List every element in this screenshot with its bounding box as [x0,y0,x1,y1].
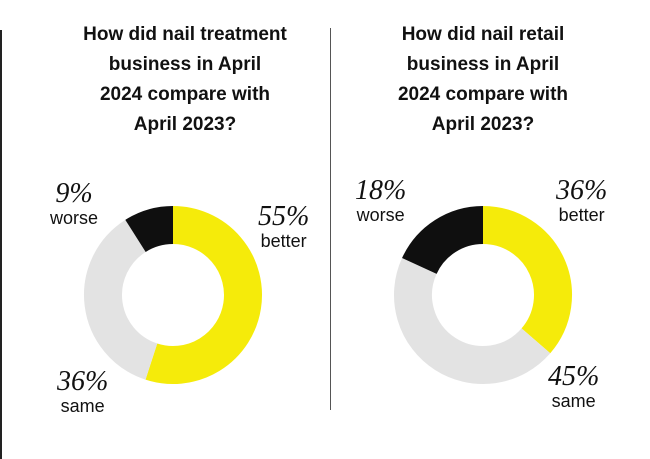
label-retail-same: 45% same [548,361,600,411]
center-divider [330,28,331,410]
label-retail-worse: 18% worse [355,175,407,225]
slice-treatment-same [84,219,158,380]
label-retail-better: 36% better [556,175,608,225]
slice-treatment-worse [125,206,174,253]
label-treatment-same: 36% same [57,366,109,416]
slice-retail-worse [402,206,484,275]
left-edge-line [0,30,2,459]
slice-treatment-better [145,206,262,384]
label-treatment-better: 55% better [258,201,310,251]
slice-retail-same [394,258,551,384]
slice-retail-better [482,206,572,354]
chart-title-retail: How did nail retail business in April 20… [397,24,569,135]
chart-title-treatment: How did nail treatment business in April… [83,24,287,135]
label-treatment-worse: 9% worse [50,178,99,228]
